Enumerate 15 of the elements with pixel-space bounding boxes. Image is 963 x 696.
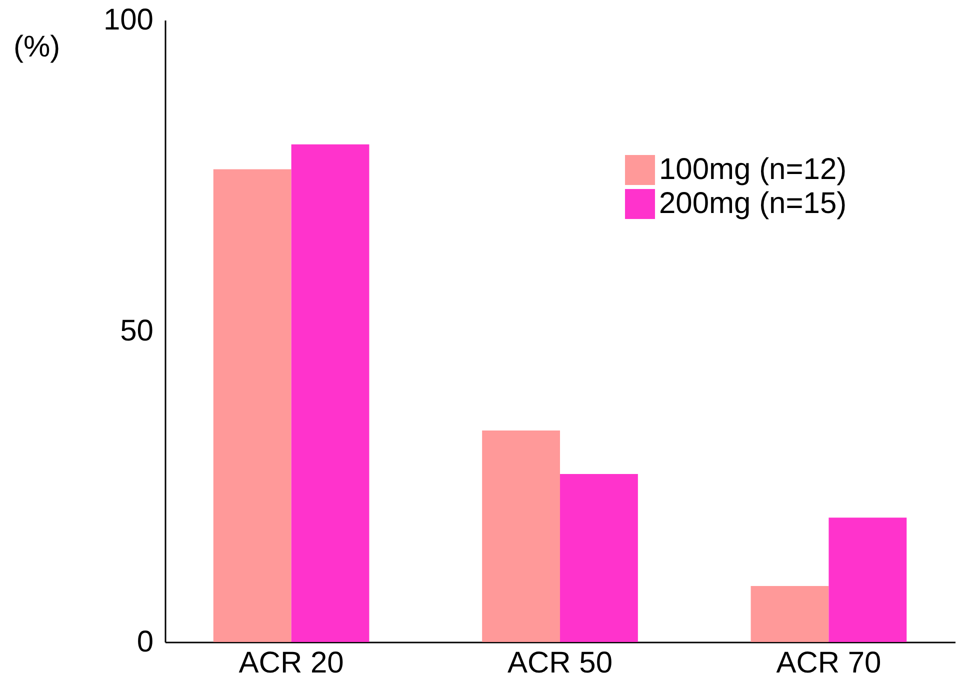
bar — [291, 144, 370, 642]
y-axis-title: (%) — [14, 30, 60, 64]
bar — [750, 586, 829, 642]
legend-label: 100mg (n=12) — [659, 153, 847, 186]
x-tick-label: ACR 50 — [507, 646, 613, 680]
y-tick-label: 100 — [103, 4, 154, 36]
legend-label: 200mg (n=15) — [659, 187, 847, 220]
bar — [482, 430, 560, 642]
y-tick-label: 0 — [136, 626, 154, 658]
bar — [560, 474, 638, 642]
y-tick-label: 50 — [120, 314, 154, 348]
bar — [213, 169, 292, 642]
x-tick-label: ACR 70 — [776, 646, 882, 680]
x-tick-label: ACR 20 — [238, 646, 344, 680]
bar — [828, 518, 907, 642]
